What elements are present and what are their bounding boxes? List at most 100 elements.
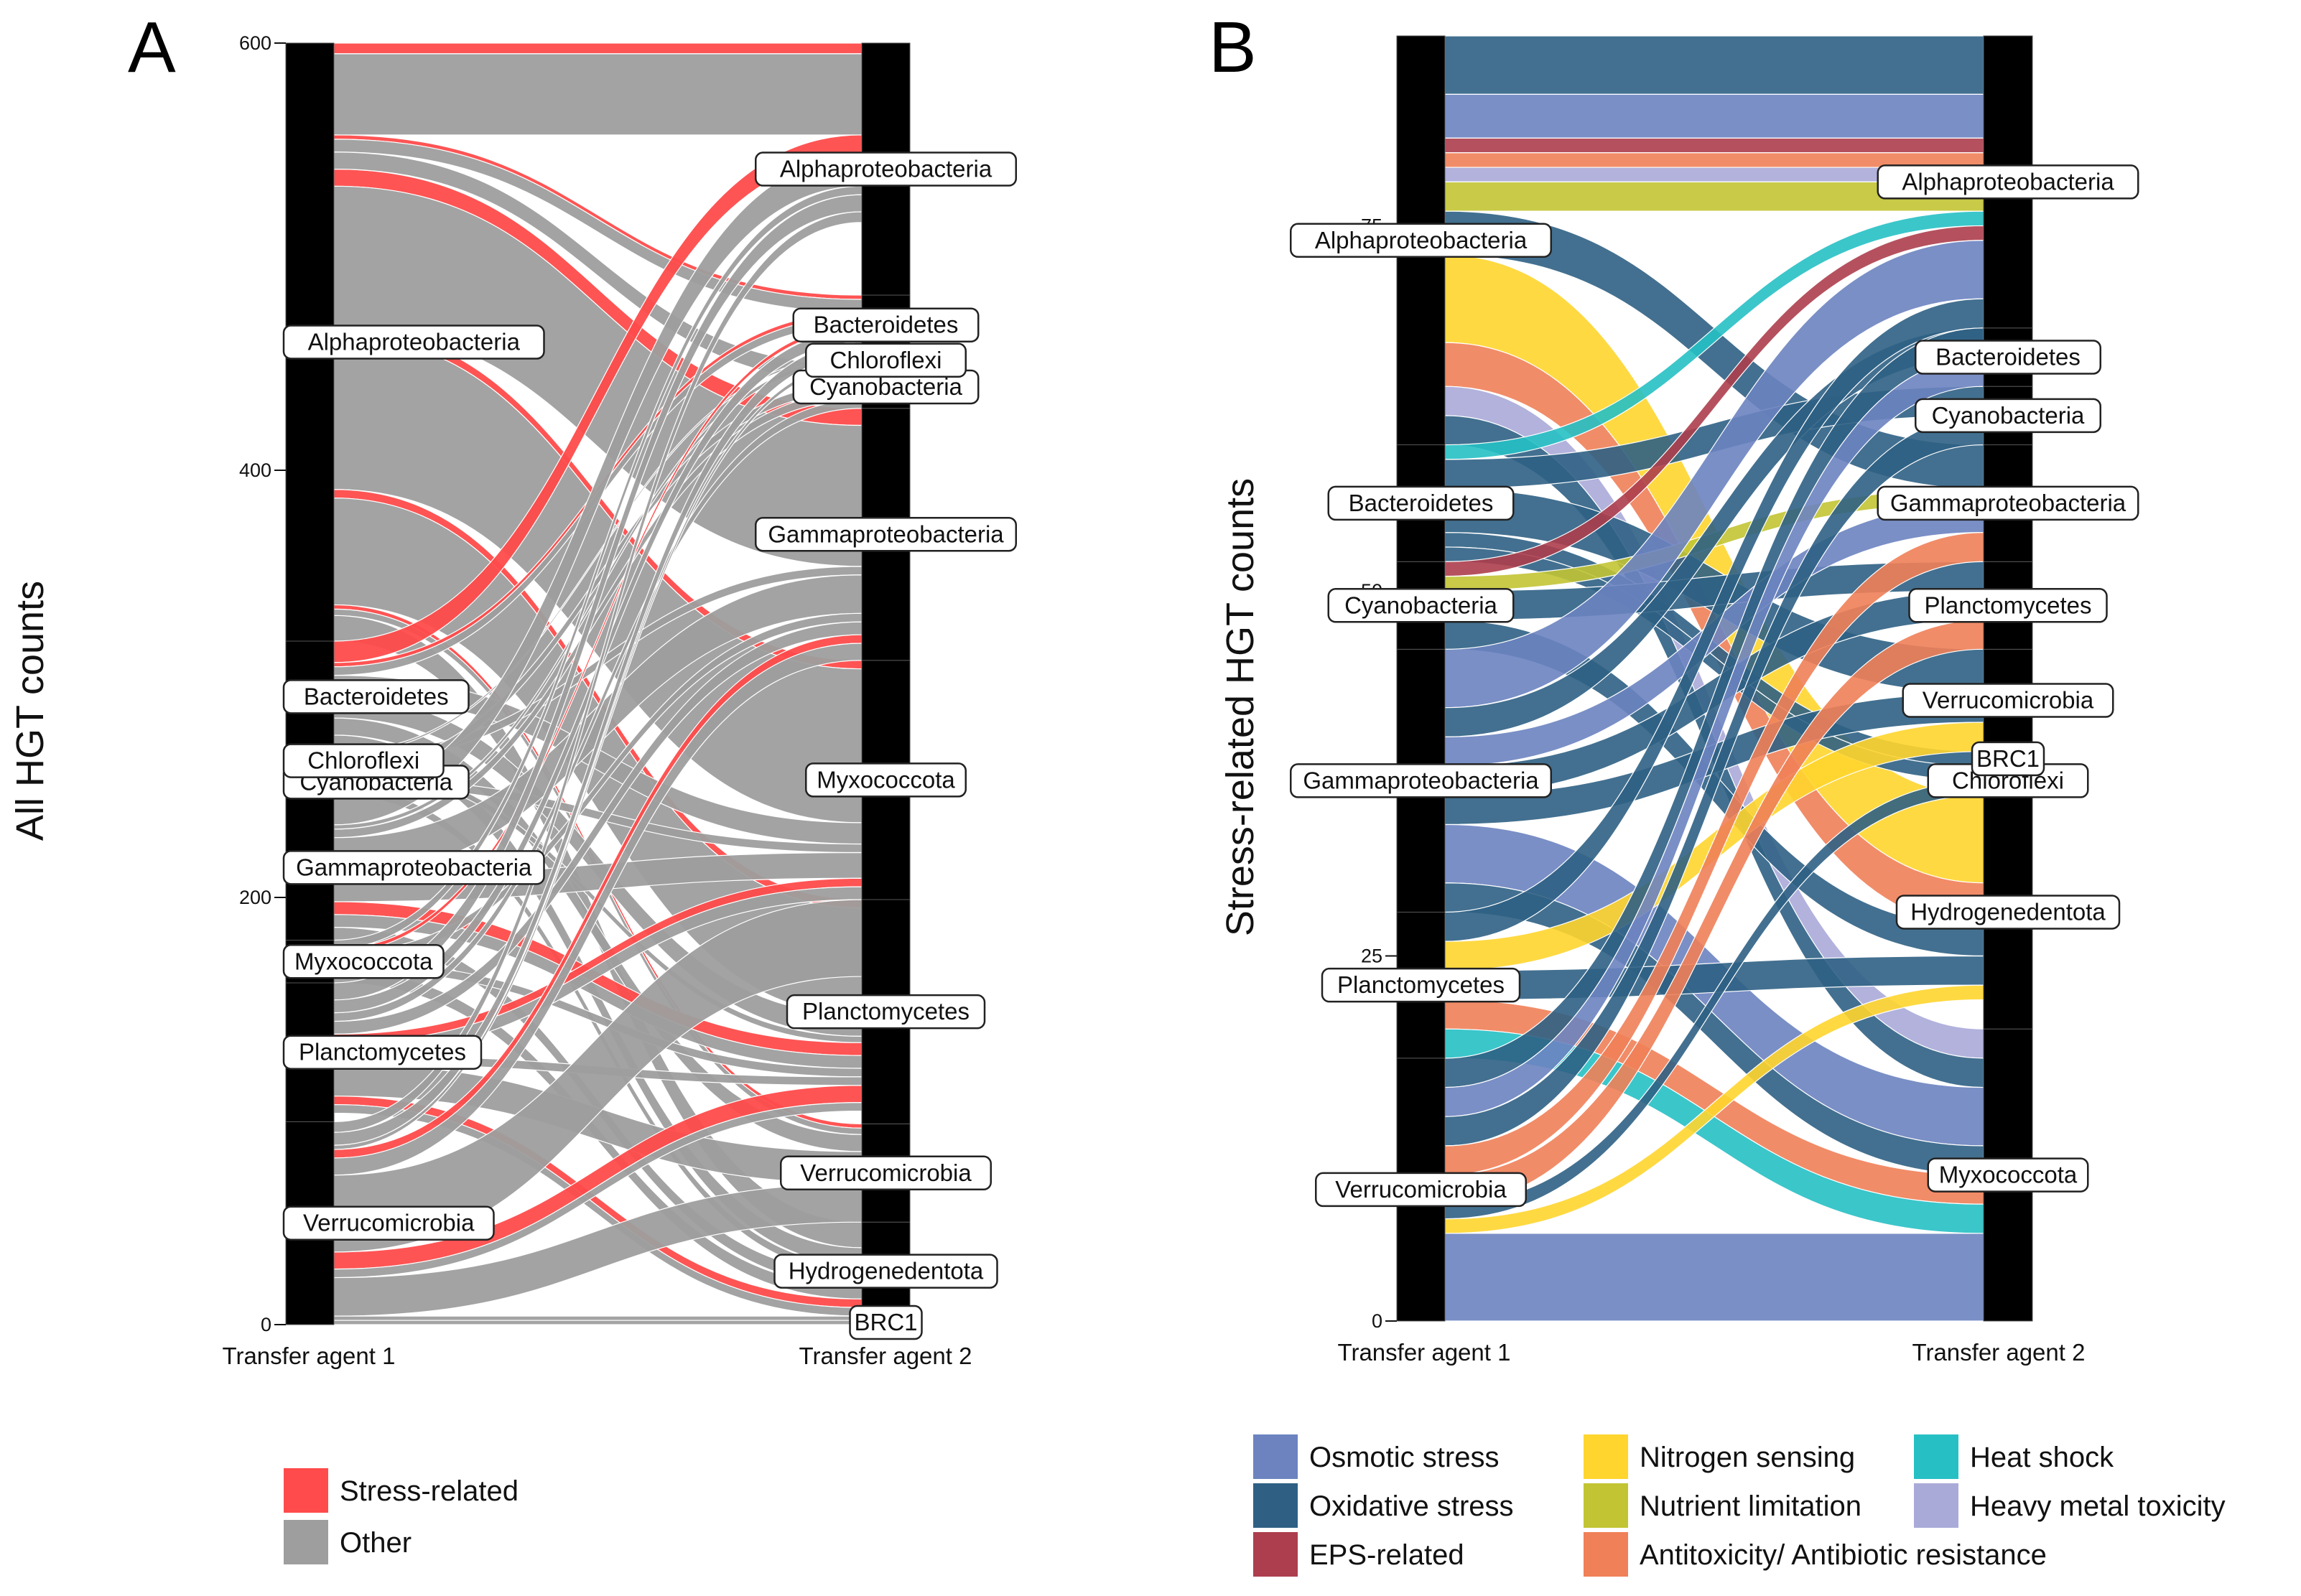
- node-label-text: Alphaproteobacteria: [780, 156, 993, 182]
- legend-swatch-antitoxicity-antibiotic-resistance: [1584, 1532, 1628, 1577]
- panel-b-y-tick-label-25: 25: [1361, 945, 1382, 966]
- legend-label-osmotic-stress: Osmotic stress: [1309, 1442, 1499, 1473]
- node-label-text: Myxococcota: [1939, 1162, 2078, 1188]
- panel-a-right-label-brc1: BRC1: [849, 1305, 923, 1340]
- panel-b-right-label-bacteroidetes: Bacteroidetes: [1915, 340, 2101, 375]
- node-label-text: Hydrogenedentota: [1910, 898, 2106, 925]
- legend-label-stress-related: Stress-related: [340, 1475, 519, 1507]
- node-label-text: Chloroflexi: [830, 347, 942, 373]
- panel-a-left-label-planctomycetes: Planctomycetes: [282, 1035, 483, 1070]
- panel-a-left-label-chloroflexi: Chloroflexi: [282, 743, 445, 778]
- panel-a-right-label-bacteroidetes: Bacteroidetes: [792, 307, 980, 342]
- panel-b-left-label-cyanobacteria: Cyanobacteria: [1327, 588, 1515, 623]
- panel-a-right-label-verrucomicrobia: Verrucomicrobia: [780, 1155, 992, 1191]
- node-label-text: Myxococcota: [817, 766, 955, 793]
- panel-b: B Stress-related HGT counts 0255075 Verr…: [1209, 7, 2226, 1577]
- panel-b-flow-verrucomicrobia-to-myxococcota: [1444, 1233, 1984, 1322]
- panel-a-right-label-hydrogenedentota: Hydrogenedentota: [773, 1254, 998, 1289]
- node-label-text: Planctomycetes: [802, 998, 970, 1025]
- panel-a-legend: Stress-related Other: [284, 1468, 519, 1564]
- panel-b-x-label-right: Transfer agent 2: [1912, 1339, 2086, 1366]
- panel-b-right-label-alphaproteobacteria: Alphaproteobacteria: [1877, 164, 2139, 200]
- panel-a-left-label-verrucomicrobia: Verrucomicrobia: [282, 1205, 495, 1241]
- legend-swatch-nitrogen-sensing: [1584, 1434, 1628, 1479]
- node-label-text: Verrucomicrobia: [1923, 687, 2094, 714]
- panel-b-flow-alphaproteobacteria-to-alphaproteobacteria: [1444, 93, 1984, 139]
- panel-a-left-label-myxococcota: Myxococcota: [282, 944, 445, 979]
- node-label-text: Bacteroidetes: [814, 312, 959, 338]
- legend-label-heavy-metal-toxicity: Heavy metal toxicity: [1970, 1490, 2226, 1522]
- legend-label-other: Other: [340, 1527, 412, 1559]
- panel-b-right-label-cyanobacteria: Cyanobacteria: [1915, 398, 2101, 434]
- panel-a-right-label-planctomycetes: Planctomycetes: [786, 994, 986, 1030]
- legend-label-oxidative-stress: Oxidative stress: [1309, 1490, 1514, 1522]
- panel-b-left-label-bacteroidetes: Bacteroidetes: [1327, 485, 1515, 521]
- node-label-text: Verrucomicrobia: [303, 1210, 475, 1236]
- node-label-text: Planctomycetes: [1925, 592, 2092, 618]
- legend-label-heat-shock: Heat shock: [1970, 1442, 2114, 1473]
- panel-a-left-label-bacteroidetes: Bacteroidetes: [282, 679, 470, 714]
- legend-swatch-osmotic-stress: [1253, 1434, 1298, 1479]
- panel-b-node-labels: Verrucomicrobia Planctomycetes Gammaproteo…: [1290, 164, 2139, 1208]
- node-label-text: Gammaproteobacteria: [1890, 490, 2126, 516]
- legend-label-nitrogen-sensing: Nitrogen sensing: [1640, 1442, 1855, 1473]
- node-label-text: Gammaproteobacteria: [1303, 767, 1539, 793]
- panel-b-right-label-planctomycetes: Planctomycetes: [1908, 588, 2108, 623]
- legend-swatch-nutrient-limitation: [1584, 1483, 1628, 1528]
- node-label-text: Verrucomicrobia: [800, 1159, 972, 1186]
- panel-b-y-axis-title: Stress-related HGT counts: [1219, 478, 1262, 936]
- panel-a-flow-verrucomicrobia-to-hydrogenedentota: [333, 1315, 863, 1321]
- panel-b-x-label-left: Transfer agent 1: [1338, 1339, 1511, 1366]
- panel-a-right-label-gammaproteobacteria: Gammaproteobacteria: [755, 517, 1017, 552]
- panel-a-right-label-myxococcota: Myxococcota: [805, 762, 967, 798]
- panel-b-right-label-gammaproteobacteria: Gammaproteobacteria: [1877, 485, 2139, 521]
- legend-swatch-heavy-metal-toxicity: [1914, 1483, 1958, 1528]
- node-label-text: Bacteroidetes: [1935, 344, 2081, 370]
- node-label-text: Planctomycetes: [299, 1039, 466, 1065]
- node-label-text: Alphaproteobacteria: [308, 329, 521, 355]
- panel-b-flows: [1444, 35, 1984, 1322]
- node-label-text: Cyanobacteria: [1932, 402, 2085, 429]
- panel-a-x-label-left: Transfer agent 1: [223, 1343, 396, 1369]
- panel-a-y-tick-label-400: 400: [239, 459, 271, 481]
- panel-a-node-labels: Verrucomicrobia Planctomycetes Myxococcota…: [282, 151, 1017, 1340]
- panel-b-legend: Osmotic stress Oxidative stress EPS-relate…: [1253, 1434, 2226, 1577]
- panel-a-flows: [333, 42, 863, 1325]
- panel-a-y-axis: 0 200 400 600: [239, 32, 286, 1335]
- panel-a-right-label-cyanobacteria: Cyanobacteria: [792, 369, 980, 405]
- panel-a-flow-verrucomicrobia-to-brc1: [333, 1320, 863, 1325]
- panel-a-left-label-gammaproteobacteria: Gammaproteobacteria: [282, 850, 545, 885]
- panel-b-right-label-verrucomicrobia: Verrucomicrobia: [1902, 683, 2114, 718]
- node-label-text: Myxococcota: [294, 948, 433, 974]
- panel-a-y-tick-label-600: 600: [239, 32, 271, 54]
- panel-a-y-tick-label-0: 0: [261, 1314, 271, 1335]
- panel-a-right-label-alphaproteobacteria: Alphaproteobacteria: [755, 151, 1017, 187]
- node-label-text: Hydrogenedentota: [789, 1258, 984, 1284]
- node-label-text: Cyanobacteria: [809, 373, 962, 400]
- node-label-text: Alphaproteobacteria: [1902, 168, 2114, 195]
- node-label-text: BRC1: [854, 1309, 917, 1335]
- node-label-text: Cyanobacteria: [1344, 592, 1497, 618]
- node-label-text: Alphaproteobacteria: [1315, 227, 1528, 253]
- legend-swatch-eps-related: [1253, 1532, 1298, 1577]
- node-label-text: Gammaproteobacteria: [296, 854, 532, 880]
- panel-b-right-label-brc1: BRC1: [1971, 741, 2045, 777]
- node-label-text: Chloroflexi: [307, 747, 419, 774]
- panel-a-flow-alphaproteobacteria-to-alphaproteobacteria: [333, 42, 863, 55]
- panel-b-left-label-alphaproteobacteria: Alphaproteobacteria: [1290, 223, 1552, 258]
- legend-swatch-other: [284, 1520, 328, 1564]
- panel-a-y-tick-label-200: 200: [239, 887, 271, 908]
- legend-label-antitoxicity-antibiotic-resistance: Antitoxicity/ Antibiotic resistance: [1640, 1539, 2047, 1571]
- legend-label-eps-related: EPS-related: [1309, 1539, 1464, 1571]
- panel-b-right-label-hydrogenedentota: Hydrogenedentota: [1895, 895, 2121, 930]
- legend-label-nutrient-limitation: Nutrient limitation: [1640, 1490, 1861, 1522]
- legend-swatch-heat-shock: [1914, 1434, 1958, 1479]
- node-label-text: Planctomycetes: [1337, 971, 1505, 998]
- node-label-text: Bacteroidetes: [1349, 490, 1494, 516]
- panel-a: A All HGT counts 0 200 400 600 Verrucomicro…: [9, 7, 1017, 1564]
- panel-a-y-axis-title: All HGT counts: [9, 581, 52, 841]
- panel-b-letter: B: [1209, 7, 1257, 88]
- panel-a-x-label-right: Transfer agent 2: [799, 1343, 972, 1369]
- panel-b-left-label-verrucomicrobia: Verrucomicrobia: [1315, 1172, 1527, 1208]
